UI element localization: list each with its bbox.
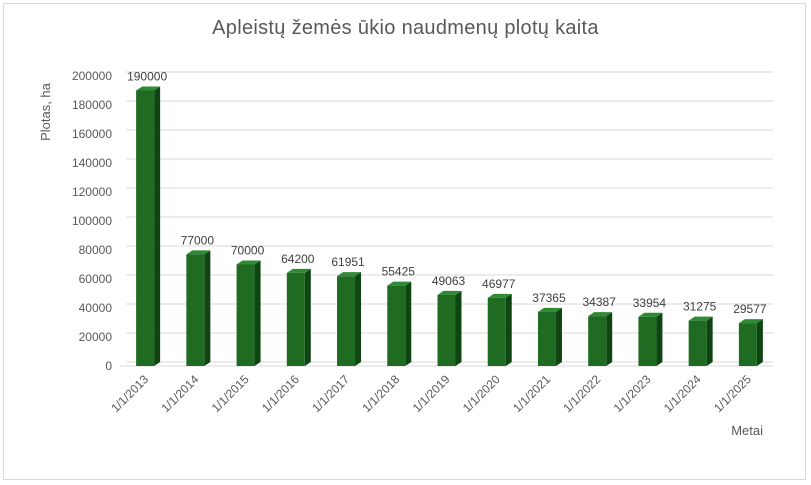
data-label: 70000	[231, 244, 265, 258]
y-tick-label: 0	[105, 359, 112, 373]
data-label: 49063	[432, 274, 466, 288]
bar	[638, 312, 663, 366]
bar-top	[638, 312, 663, 317]
y-tick-label: 180000	[72, 98, 112, 112]
data-label: 33954	[633, 296, 667, 310]
bar-top	[286, 268, 311, 273]
bar	[136, 86, 161, 366]
x-tick-label: 1/1/2016	[259, 372, 302, 415]
bar-top	[186, 250, 211, 255]
bar-side	[455, 290, 462, 366]
bar	[337, 272, 362, 366]
bar	[236, 260, 261, 366]
x-tick-label: 1/1/2024	[661, 372, 704, 415]
chart-title: Apleistų žemės ūkio naudmenų plotų kaita	[212, 17, 599, 39]
data-label: 190000	[127, 70, 167, 84]
bar-front	[186, 254, 205, 366]
bar-top	[588, 312, 613, 317]
x-tick-label: 1/1/2025	[711, 372, 754, 415]
bar-top	[487, 293, 512, 298]
bar-side	[505, 293, 512, 366]
y-tick-label: 140000	[72, 156, 112, 170]
bar-side	[756, 319, 763, 366]
bar-side	[606, 312, 613, 366]
x-axis-ticks: 1/1/2013 1/1/2014 1/1/2015 1/1/2016 1/1/2017…	[108, 372, 754, 415]
bar-top	[337, 272, 362, 277]
data-label: 46977	[482, 277, 516, 291]
bar	[688, 316, 713, 366]
data-label: 61951	[331, 255, 365, 269]
y-tick-label: 200000	[72, 69, 112, 83]
bar-front	[437, 294, 456, 366]
bar-top	[437, 290, 462, 295]
y-tick-label: 80000	[79, 243, 113, 257]
bar-side	[204, 250, 211, 366]
data-label: 64200	[281, 252, 315, 266]
bars	[136, 86, 763, 366]
y-tick-label: 120000	[72, 185, 112, 199]
bar-front	[136, 90, 155, 366]
bar	[588, 312, 613, 366]
data-label: 29577	[733, 302, 767, 316]
bar-front	[688, 320, 707, 366]
bar-front	[638, 316, 657, 366]
bar-side	[656, 312, 663, 366]
bar-front	[387, 285, 406, 366]
data-label: 31275	[683, 300, 717, 314]
data-label: 55425	[382, 265, 416, 279]
bar-side	[254, 260, 261, 366]
bar-top	[537, 307, 562, 312]
bar	[286, 268, 311, 366]
bar	[186, 250, 211, 366]
y-axis-ticks: 0 20000 40000 60000 80000 100000 120000 140000 1…	[72, 69, 112, 373]
bar-side	[304, 268, 311, 366]
bar-top	[387, 281, 412, 286]
x-tick-label: 1/1/2022	[560, 372, 603, 415]
y-tick-label: 160000	[72, 127, 112, 141]
bar-top	[136, 86, 161, 91]
bar-side	[355, 272, 362, 366]
bar-front	[738, 323, 757, 366]
y-axis-title: Plotas, ha	[38, 82, 53, 141]
x-tick-label: 1/1/2015	[209, 372, 252, 415]
bar-front	[286, 272, 305, 366]
x-tick-label: 1/1/2019	[410, 372, 453, 415]
bar-front	[487, 297, 506, 366]
data-labels: 190000 77000 70000 64200 61951 55425 49063 4697…	[127, 70, 767, 317]
bar-top	[688, 316, 713, 321]
bar-top	[236, 260, 261, 265]
y-tick-label: 100000	[72, 214, 112, 228]
bar-side	[555, 307, 562, 366]
x-tick-label: 1/1/2017	[309, 372, 352, 415]
x-tick-label: 1/1/2020	[460, 372, 503, 415]
bar-front	[537, 311, 556, 366]
bar-front	[337, 276, 356, 366]
bar-top	[738, 319, 763, 324]
x-tick-label: 1/1/2013	[108, 372, 151, 415]
bar-side	[405, 281, 412, 366]
bar	[738, 319, 763, 366]
data-label: 37365	[532, 291, 566, 305]
x-tick-label: 1/1/2023	[611, 372, 654, 415]
bar	[437, 290, 462, 366]
data-label: 34387	[583, 295, 617, 309]
data-label: 77000	[181, 233, 215, 247]
bar-side	[154, 86, 161, 366]
bar-front	[588, 316, 607, 366]
bar	[387, 281, 412, 366]
x-tick-label: 1/1/2018	[359, 372, 402, 415]
bar-side	[706, 316, 713, 366]
y-tick-label: 60000	[79, 272, 113, 286]
x-tick-label: 1/1/2014	[159, 372, 202, 415]
x-axis-title: Metai	[731, 423, 763, 438]
bar-front	[236, 264, 255, 366]
x-tick-label: 1/1/2021	[510, 372, 553, 415]
bar	[487, 293, 512, 366]
y-tick-label: 20000	[79, 330, 113, 344]
y-tick-label: 40000	[79, 301, 113, 315]
bar	[537, 307, 562, 366]
